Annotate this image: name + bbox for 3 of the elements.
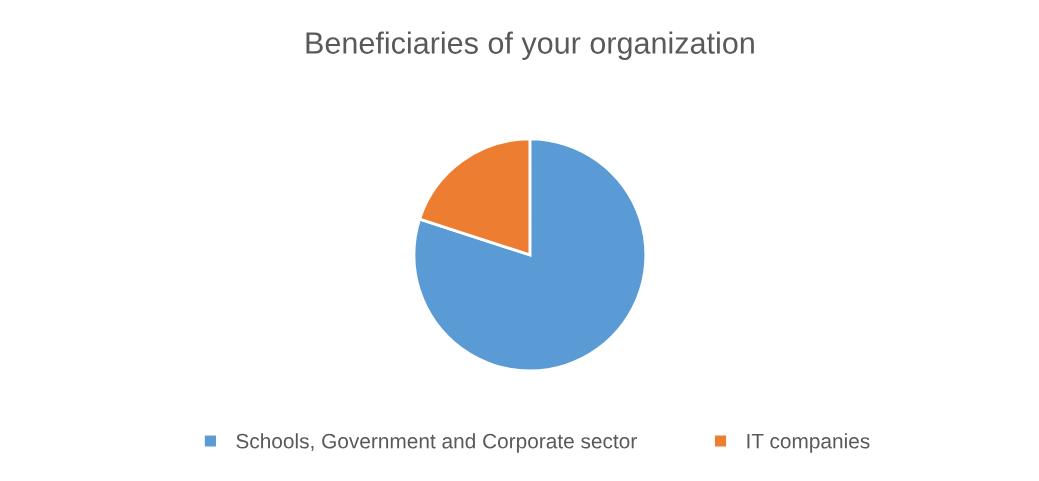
chart-title: Beneficiaries of your organization	[306, 31, 754, 60]
legend-label: Schools, Government and Corporate sector	[236, 433, 637, 453]
legend-label: IT companies	[747, 433, 870, 453]
